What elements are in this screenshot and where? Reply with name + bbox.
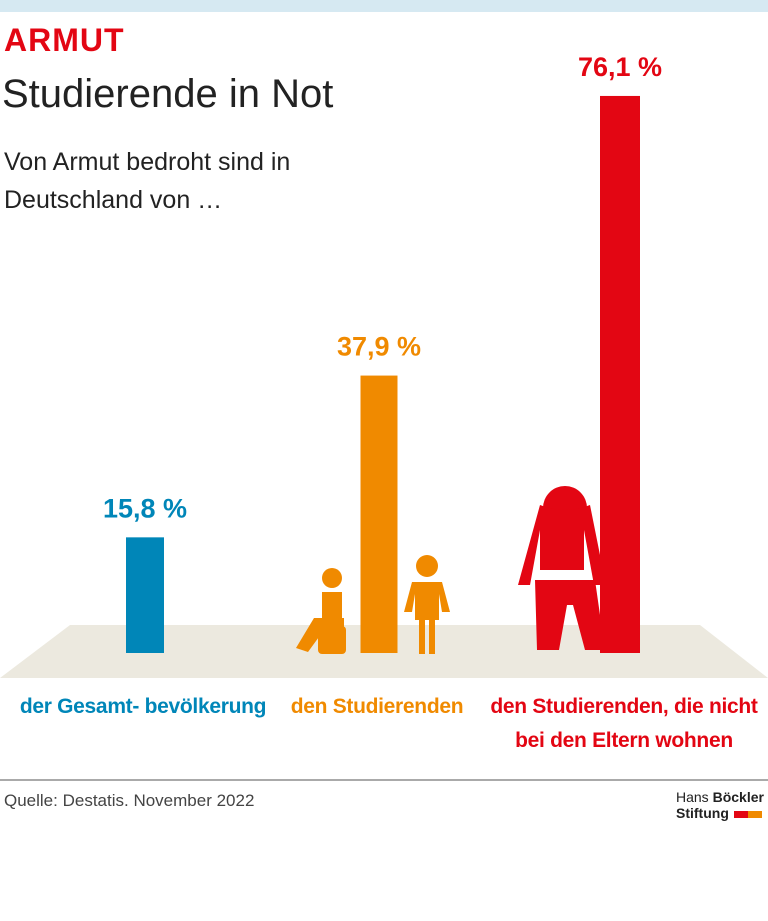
logo-text: Böckler (712, 789, 764, 805)
logo-text: Stiftung (676, 805, 729, 821)
value-label: 76,1 % (578, 52, 662, 82)
logo: Hans Böckler Stiftung (676, 789, 764, 821)
logo-mark (734, 811, 748, 818)
bar (360, 375, 398, 653)
chart-title: Studierende in Not (2, 72, 334, 116)
logo-text: Hans (676, 789, 709, 805)
kicker: ARMUT (4, 22, 125, 58)
bar (126, 537, 164, 653)
student-icons (296, 555, 450, 654)
category-label: der Gesamt- bevölkerung (19, 695, 267, 718)
subtitle: Von Armut bedroht sind in Deutschland vo… (4, 148, 291, 214)
logo-mark (748, 811, 762, 818)
source: Quelle: Destatis. November 2022 (4, 791, 255, 810)
tired-student-icon (518, 486, 606, 650)
top-band (0, 0, 768, 12)
value-label: 15,8 % (103, 493, 187, 523)
value-label: 37,9 % (337, 332, 421, 362)
category-label: den Studierenden (290, 695, 464, 718)
category-label: den Studierenden, die nicht bei den Elte… (490, 695, 758, 752)
bar (600, 95, 640, 653)
